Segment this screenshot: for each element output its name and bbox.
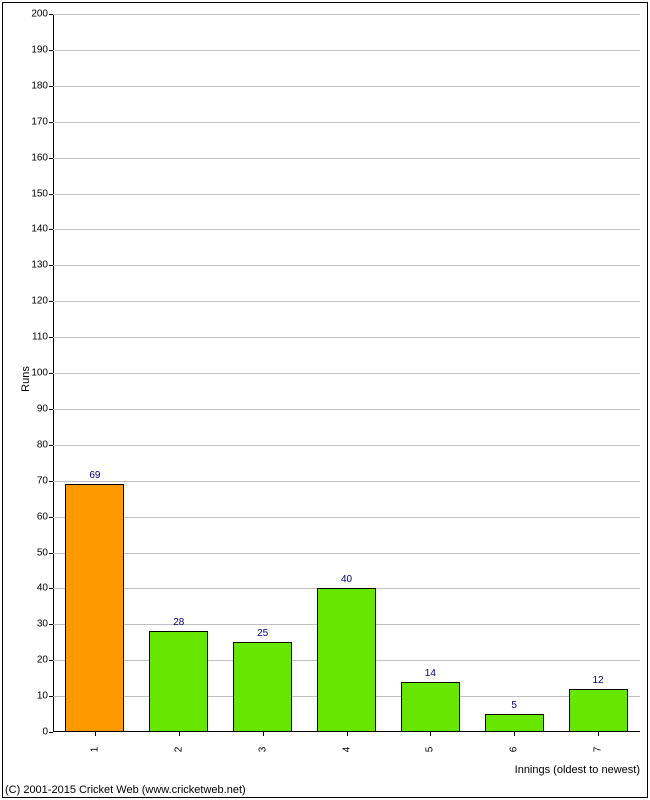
ytick-label: 120 bbox=[31, 296, 53, 307]
bar-value-label: 69 bbox=[89, 470, 100, 481]
ytick-label: 150 bbox=[31, 188, 53, 199]
bar-value-label: 5 bbox=[511, 700, 517, 711]
xtick-label: 3 bbox=[257, 747, 268, 753]
ytick-label: 110 bbox=[32, 332, 53, 343]
bar bbox=[401, 682, 460, 732]
gridline bbox=[53, 229, 640, 230]
bar bbox=[233, 642, 292, 732]
bar bbox=[65, 484, 124, 732]
ytick-label: 20 bbox=[37, 655, 53, 666]
ytick-label: 40 bbox=[37, 583, 53, 594]
gridline bbox=[53, 301, 640, 302]
ytick-label: 100 bbox=[31, 368, 53, 379]
ytick-label: 130 bbox=[31, 260, 53, 271]
ytick-label: 140 bbox=[31, 224, 53, 235]
ytick-label: 80 bbox=[37, 439, 53, 450]
bar bbox=[149, 631, 208, 732]
ytick-label: 30 bbox=[37, 619, 53, 630]
bar-value-label: 28 bbox=[173, 617, 184, 628]
gridline bbox=[53, 553, 640, 554]
bar-value-label: 14 bbox=[425, 668, 436, 679]
xtick-mark bbox=[347, 732, 348, 736]
gridline bbox=[53, 445, 640, 446]
ytick-label: 180 bbox=[31, 80, 53, 91]
x-axis-label: Innings (oldest to newest) bbox=[515, 764, 640, 776]
ytick-label: 60 bbox=[37, 511, 53, 522]
xtick-label: 7 bbox=[593, 747, 604, 753]
xtick-mark bbox=[598, 732, 599, 736]
gridline bbox=[53, 122, 640, 123]
gridline bbox=[53, 481, 640, 482]
ytick-label: 10 bbox=[37, 691, 53, 702]
xtick-label: 5 bbox=[425, 747, 436, 753]
bar bbox=[569, 689, 628, 732]
bar-value-label: 25 bbox=[257, 628, 268, 639]
xtick-mark bbox=[430, 732, 431, 736]
copyright-text: (C) 2001-2015 Cricket Web (www.cricketwe… bbox=[5, 784, 246, 796]
chart-container: 0102030405060708090100110120130140150160… bbox=[0, 0, 650, 800]
xtick-mark bbox=[179, 732, 180, 736]
ytick-label: 0 bbox=[42, 727, 53, 738]
gridline bbox=[53, 158, 640, 159]
ytick-label: 90 bbox=[37, 403, 53, 414]
gridline bbox=[53, 373, 640, 374]
gridline bbox=[53, 265, 640, 266]
bar bbox=[485, 714, 544, 732]
xtick-label: 4 bbox=[341, 747, 352, 753]
bar-value-label: 12 bbox=[593, 675, 604, 686]
xtick-mark bbox=[514, 732, 515, 736]
gridline bbox=[53, 517, 640, 518]
y-axis-label: Runs bbox=[20, 366, 32, 392]
gridline bbox=[53, 194, 640, 195]
bar-value-label: 40 bbox=[341, 574, 352, 585]
bar bbox=[317, 588, 376, 732]
xtick-label: 2 bbox=[173, 747, 184, 753]
xtick-label: 1 bbox=[89, 747, 100, 753]
ytick-label: 170 bbox=[31, 116, 53, 127]
ytick-label: 200 bbox=[31, 9, 53, 20]
ytick-label: 160 bbox=[31, 152, 53, 163]
ytick-label: 190 bbox=[31, 44, 53, 55]
xtick-mark bbox=[263, 732, 264, 736]
ytick-label: 70 bbox=[37, 475, 53, 486]
xtick-mark bbox=[95, 732, 96, 736]
gridline bbox=[53, 409, 640, 410]
gridline bbox=[53, 337, 640, 338]
plot-area: 0102030405060708090100110120130140150160… bbox=[53, 14, 640, 732]
gridline bbox=[53, 14, 640, 15]
xtick-label: 6 bbox=[509, 747, 520, 753]
ytick-label: 50 bbox=[37, 547, 53, 558]
gridline bbox=[53, 50, 640, 51]
gridline bbox=[53, 86, 640, 87]
